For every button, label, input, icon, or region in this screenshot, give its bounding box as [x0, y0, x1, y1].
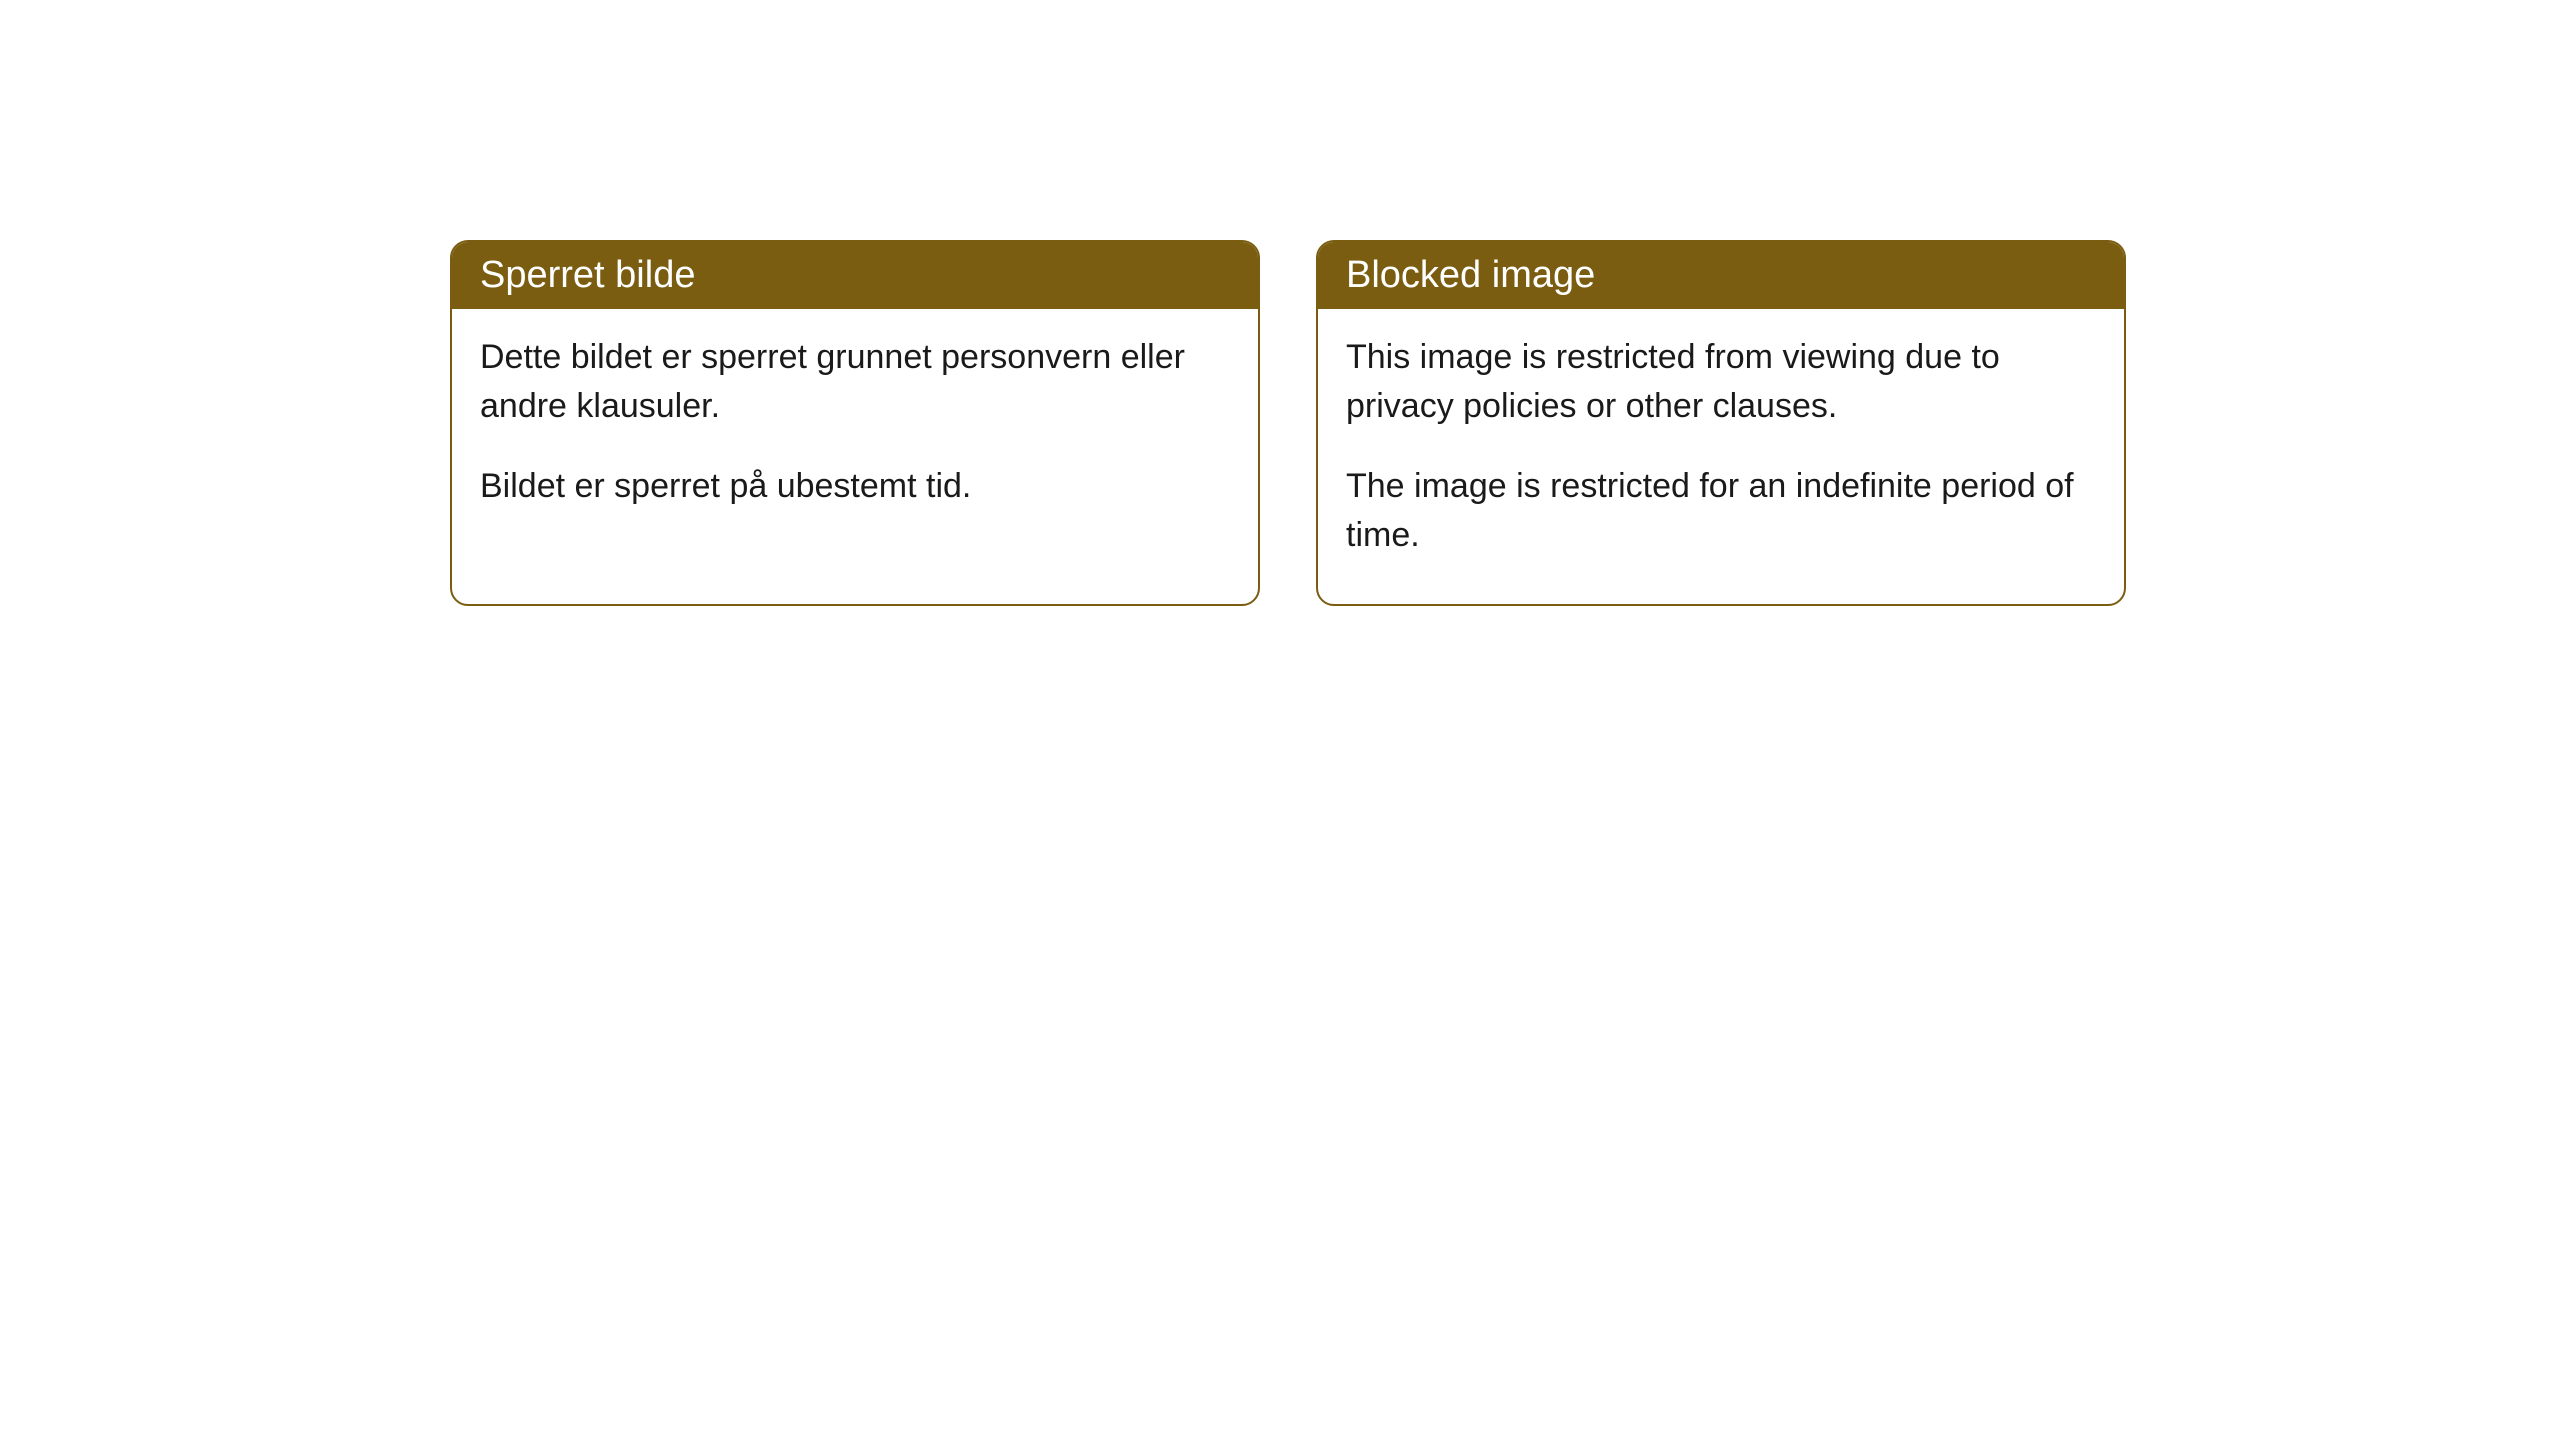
notice-body-english: This image is restricted from viewing du… [1318, 309, 2124, 604]
notice-title: Blocked image [1346, 254, 1595, 296]
notice-container: Sperret bilde Dette bildet er sperret gr… [450, 240, 2126, 606]
notice-body-norwegian: Dette bildet er sperret grunnet personve… [452, 309, 1258, 555]
notice-paragraph: This image is restricted from viewing du… [1346, 333, 2096, 432]
notice-card-english: Blocked image This image is restricted f… [1316, 240, 2126, 606]
notice-header-english: Blocked image [1318, 242, 2124, 309]
notice-card-norwegian: Sperret bilde Dette bildet er sperret gr… [450, 240, 1260, 606]
notice-paragraph: Dette bildet er sperret grunnet personve… [480, 333, 1230, 432]
notice-title: Sperret bilde [480, 254, 695, 296]
notice-header-norwegian: Sperret bilde [452, 242, 1258, 309]
notice-paragraph: The image is restricted for an indefinit… [1346, 462, 2096, 561]
notice-paragraph: Bildet er sperret på ubestemt tid. [480, 462, 1230, 511]
